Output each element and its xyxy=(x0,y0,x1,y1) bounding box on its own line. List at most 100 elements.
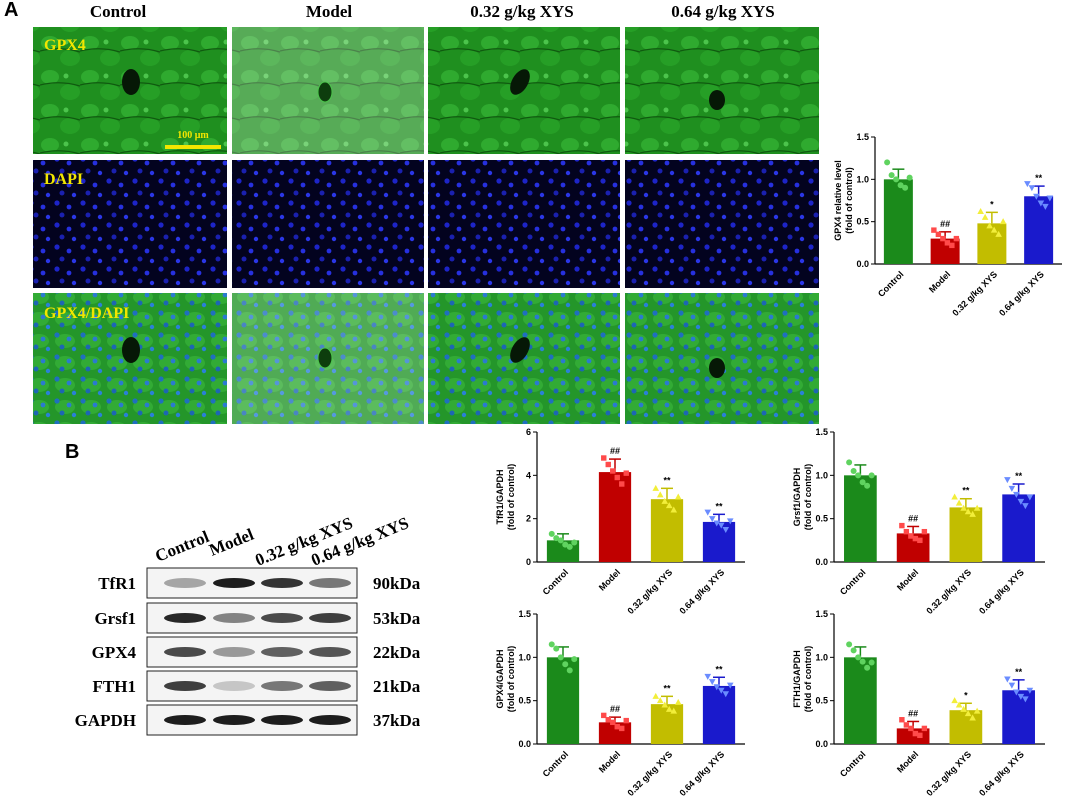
data-point xyxy=(614,474,620,481)
y-tick-label: 0.0 xyxy=(856,259,869,269)
band xyxy=(213,681,255,691)
x-tick-label: 0.64 g/kg XYS xyxy=(977,567,1026,616)
data-point xyxy=(610,468,616,474)
bar xyxy=(598,472,632,562)
lane-label: Control xyxy=(152,527,212,566)
data-point xyxy=(605,461,611,468)
data-point xyxy=(562,541,569,548)
data-point xyxy=(908,725,914,732)
y-tick-label: 0 xyxy=(526,557,531,567)
x-tick-label: Control xyxy=(541,567,571,597)
data-point xyxy=(855,472,862,479)
data-point xyxy=(855,654,862,661)
y-tick-label: 0.0 xyxy=(815,557,828,567)
significance-label: * xyxy=(990,199,994,209)
bar xyxy=(702,521,736,562)
data-point xyxy=(713,520,721,527)
scale-bar-label: 100 μm xyxy=(177,130,209,141)
bar xyxy=(702,685,736,744)
data-point xyxy=(921,528,928,535)
data-point xyxy=(571,539,578,546)
micrograph xyxy=(33,160,227,288)
data-point xyxy=(949,242,955,249)
panel-label: A xyxy=(4,0,18,21)
x-tick-label: Control xyxy=(838,749,868,779)
x-tick-label: 0.32 g/kg XYS xyxy=(924,567,973,616)
micrograph xyxy=(428,27,620,154)
data-point xyxy=(859,479,866,486)
data-point xyxy=(623,717,629,724)
y-tick-label: 1.5 xyxy=(518,609,531,619)
protein-label: FTH1 xyxy=(93,677,136,696)
data-point xyxy=(726,518,734,525)
data-point xyxy=(661,701,669,708)
data-point xyxy=(566,543,573,550)
y-axis-label: TfR1/GAPDH xyxy=(495,469,505,524)
data-point xyxy=(619,481,625,487)
significance-label: ** xyxy=(715,664,723,674)
data-point xyxy=(571,656,578,663)
data-point xyxy=(1008,485,1016,492)
bar xyxy=(844,475,877,562)
band xyxy=(213,647,255,657)
data-point xyxy=(903,528,910,535)
bar xyxy=(1002,494,1035,562)
data-point xyxy=(548,641,555,648)
data-point xyxy=(960,705,967,712)
significance-label: ** xyxy=(1015,667,1023,677)
data-point xyxy=(1022,696,1029,703)
bar xyxy=(977,223,1007,264)
data-point xyxy=(969,714,976,721)
y-axis-label: GPX4 relative level xyxy=(833,160,843,241)
data-point xyxy=(981,213,989,220)
y-axis-label: (fold of control) xyxy=(844,167,854,233)
significance-label: ** xyxy=(1015,471,1023,481)
data-point xyxy=(1024,181,1031,188)
data-point xyxy=(665,502,673,509)
data-point xyxy=(553,535,560,542)
data-point xyxy=(868,659,875,666)
band xyxy=(309,647,351,657)
data-point xyxy=(969,510,976,517)
data-point xyxy=(908,533,914,539)
x-tick-label: Control xyxy=(541,749,571,779)
band xyxy=(213,715,255,725)
data-point xyxy=(902,184,909,191)
y-axis-label: (fold of control) xyxy=(803,464,813,530)
data-point xyxy=(614,723,620,730)
x-tick-label: Control xyxy=(838,567,868,597)
data-point xyxy=(1013,689,1020,696)
y-axis-label: Grsf1/GAPDH xyxy=(792,468,802,527)
y-axis-label: FTH1/GAPDH xyxy=(792,650,802,708)
band xyxy=(213,613,255,623)
row-label: DAPI xyxy=(44,171,83,188)
vessel xyxy=(317,347,333,369)
band xyxy=(261,681,303,691)
data-point xyxy=(1004,676,1011,683)
band xyxy=(309,681,351,691)
y-tick-label: 0.5 xyxy=(815,514,828,524)
data-point xyxy=(717,687,725,694)
band xyxy=(261,613,303,623)
bar-chart: 0.0 0.5 1.0 1.5 Grsf1/GAPDH (fold of control)… xyxy=(792,427,1045,616)
data-point xyxy=(717,522,725,529)
data-point xyxy=(704,509,712,516)
data-point xyxy=(557,654,564,661)
data-point xyxy=(708,516,716,523)
data-point xyxy=(868,472,875,479)
x-tick-label: Model xyxy=(597,567,622,592)
data-point xyxy=(899,717,905,723)
significance-label: ## xyxy=(610,704,620,714)
significance-label: ** xyxy=(1035,173,1043,183)
band xyxy=(164,647,206,657)
data-point xyxy=(566,667,573,674)
significance-label: ** xyxy=(663,475,671,485)
data-point xyxy=(605,717,611,723)
band xyxy=(261,715,303,725)
data-point xyxy=(548,530,555,537)
x-tick-label: Control xyxy=(876,269,906,299)
x-tick-label: 0.32 g/kg XYS xyxy=(625,567,674,616)
y-tick-label: 2 xyxy=(526,514,531,524)
data-point xyxy=(864,482,871,489)
significance-label: ## xyxy=(940,219,950,229)
